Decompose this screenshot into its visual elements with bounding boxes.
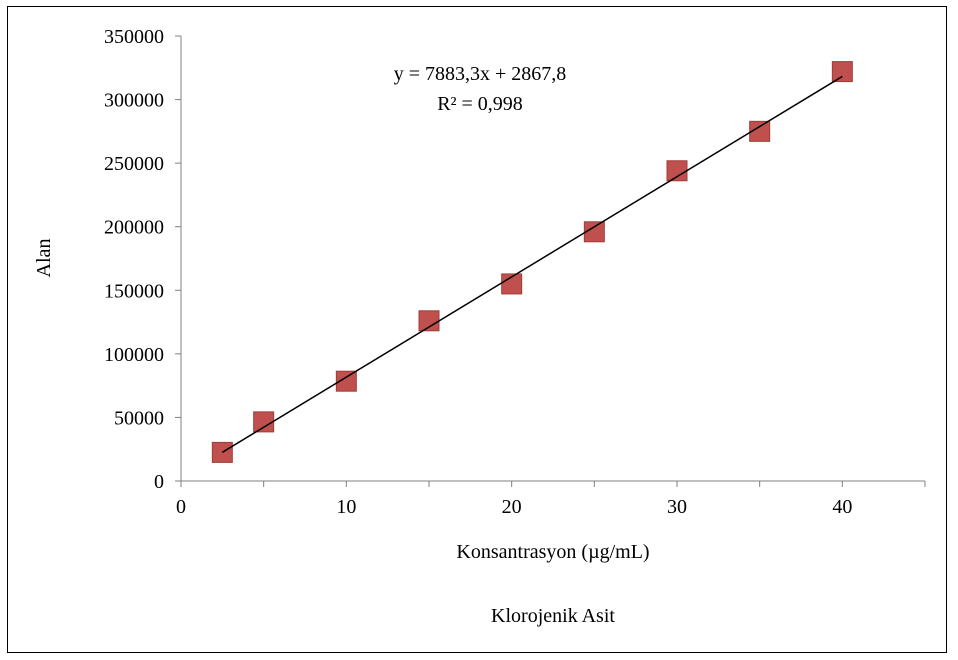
trendline-equation: y = 7883,3x + 2867,8 <box>394 63 567 85</box>
data-point <box>501 273 523 295</box>
x-tick-label: 0 <box>176 496 186 518</box>
data-point <box>253 411 275 433</box>
data-points <box>211 61 853 463</box>
data-point <box>335 370 357 392</box>
x-tick-label: 10 <box>336 496 356 518</box>
x-axis-ticks: 0 10 20 30 40 <box>176 481 926 518</box>
y-tick-label: 0 <box>154 471 164 493</box>
data-point <box>583 221 605 243</box>
data-point <box>666 160 688 182</box>
data-point <box>749 120 771 142</box>
data-point <box>211 441 233 463</box>
x-axis-label: Konsantrasyon (µg/mL) <box>456 541 649 563</box>
x-tick-label: 30 <box>667 496 687 518</box>
y-tick-label: 250000 <box>104 153 164 175</box>
y-tick-label: 200000 <box>104 217 164 239</box>
y-axis-label: Alan <box>33 239 55 278</box>
chart-frame <box>7 6 947 653</box>
y-tick-label: 100000 <box>104 344 164 366</box>
y-axis-ticks: 0 50000 100000 150000 200000 250000 300000 3500… <box>104 26 181 493</box>
x-tick-label: 40 <box>832 496 852 518</box>
y-tick-label: 50000 <box>114 407 164 429</box>
y-tick-label: 350000 <box>104 26 164 48</box>
trendline-r-squared: R² = 0,998 <box>437 93 523 115</box>
y-tick-label: 150000 <box>104 280 164 302</box>
data-point <box>831 61 853 83</box>
trendline <box>221 75 843 453</box>
x-tick-label: 20 <box>502 496 522 518</box>
chart-caption: Klorojenik Asit <box>491 605 615 627</box>
y-tick-label: 300000 <box>104 90 164 112</box>
